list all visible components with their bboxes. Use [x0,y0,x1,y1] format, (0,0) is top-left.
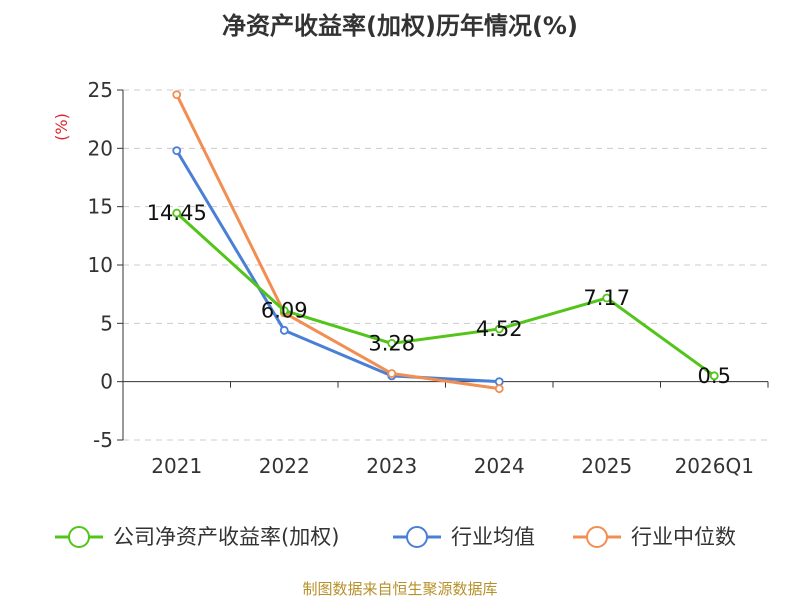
x-tick-label: 2022 [259,454,310,478]
y-tick-label: 25 [88,78,113,102]
data-point [279,325,289,335]
y-tick-label: -5 [93,428,113,452]
data-labels: 14.45 6.09 3.28 4.52 7.17 0.5 [147,201,731,388]
data-point [602,293,612,303]
y-tick-label: 10 [88,253,113,277]
legend-item[interactable]: 行业均值 [393,525,535,549]
legend-marker [586,526,608,548]
data-label: 3.28 [368,331,415,355]
x-tick-label: 2021 [151,454,202,478]
legend-label: 公司净资产收益率(加权) [113,525,339,549]
data-point [172,208,182,218]
data-point [172,146,182,156]
data-label: 14.45 [147,201,207,225]
data-point [494,324,504,334]
series-line [175,211,716,378]
legend-item[interactable]: 行业中位数 [573,525,736,549]
x-tick-label: 2026Q1 [675,454,754,478]
data-point [387,369,397,378]
x-tick-label: 2024 [474,454,525,478]
legend-label: 行业中位数 [631,525,736,549]
legend-label: 行业均值 [451,525,535,549]
data-label: 7.17 [583,286,630,310]
y-tick-label: 20 [88,136,113,160]
x-tick-label: 2025 [581,454,632,478]
series-line [175,94,500,391]
y-tick-label: 5 [100,311,113,335]
source-footer: 制图数据来自恒生聚源数据库 [302,580,498,598]
data-point [172,90,182,100]
data-point [279,306,289,316]
data-label: 6.09 [261,299,308,323]
legend-item[interactable]: 公司净资产收益率(加权) [55,525,339,549]
legend-marker [68,526,90,548]
legend-marker [406,526,428,548]
data-label: 0.5 [698,364,731,388]
legend: 公司净资产收益率(加权) 行业均值 行业中位数 [55,525,736,549]
data-point [494,384,504,394]
gridlines [123,89,768,441]
y-tick-label: 0 [100,370,113,394]
data-point [387,338,397,348]
y-axis-label: (%) [52,113,71,141]
data-point [709,371,719,381]
series-lines [172,90,719,394]
data-label: 4.52 [476,317,523,341]
y-tick-label: 15 [88,195,113,219]
x-tick-label: 2023 [366,454,417,478]
series-line [175,149,500,384]
data-point [494,377,504,387]
chart-title: 净资产收益率(加权)历年情况(%) [222,12,578,40]
